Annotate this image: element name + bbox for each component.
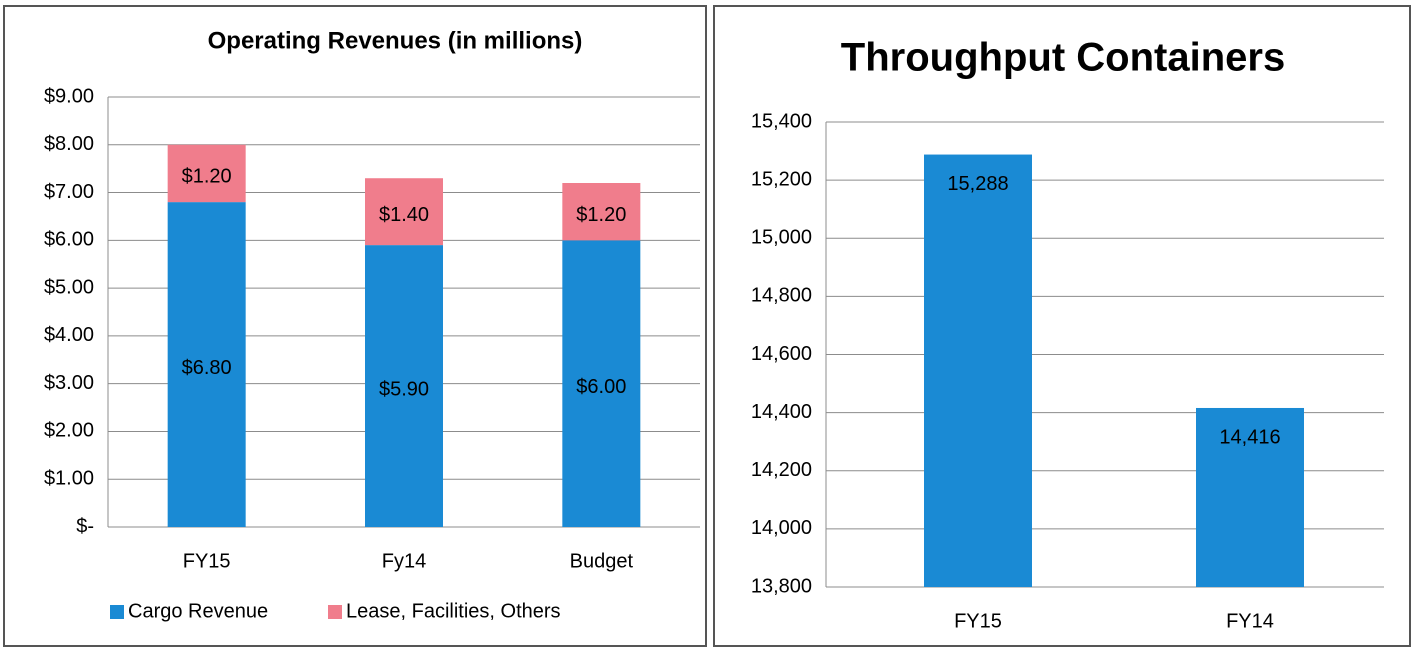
data-label: $5.90 (379, 378, 429, 400)
y-tick-label: $8.00 (44, 133, 94, 155)
data-label: 14,416 (1219, 426, 1280, 448)
y-tick-label: $4.00 (44, 324, 94, 346)
y-tick-label: $5.00 (44, 276, 94, 298)
bar-segment (365, 245, 443, 527)
y-tick-label: 15,400 (751, 110, 812, 132)
y-tick-label: $1.00 (44, 468, 94, 490)
data-label: $6.80 (182, 357, 232, 379)
y-tick-label: 14,800 (751, 285, 812, 307)
legend-label: Lease, Facilities, Others (346, 600, 561, 622)
data-label: $1.20 (182, 166, 232, 188)
data-label: $6.00 (576, 376, 626, 398)
bar-segment (167, 144, 246, 203)
y-tick-label: $- (76, 515, 94, 537)
bar-segment (562, 183, 641, 241)
legend-swatch (110, 605, 124, 619)
bar-segment (167, 202, 246, 527)
y-tick-label: 14,600 (751, 343, 812, 365)
y-tick-label: 13,800 (751, 575, 812, 597)
y-tick-label: 14,000 (751, 517, 812, 539)
x-tick-label: Fy14 (382, 550, 426, 572)
chart-title: Operating Revenues (in millions) (208, 27, 583, 54)
y-tick-label: $2.00 (44, 420, 94, 442)
x-tick-label: FY15 (183, 550, 231, 572)
panel-border (713, 5, 1411, 647)
data-label: $1.20 (576, 204, 626, 226)
chart-title: Throughput Containers (841, 36, 1285, 80)
data-label: 15,288 (947, 173, 1008, 195)
y-tick-label: 15,000 (751, 227, 812, 249)
y-tick-label: 15,200 (751, 168, 812, 190)
panel-border (3, 5, 707, 647)
y-tick-label: $6.00 (44, 229, 94, 251)
y-tick-label: $7.00 (44, 181, 94, 203)
legend-swatch (328, 605, 342, 619)
x-tick-label: Budget (570, 550, 634, 572)
bar-segment (562, 240, 641, 528)
bar (924, 154, 1032, 588)
x-tick-label: FY15 (954, 610, 1002, 632)
x-tick-label: FY14 (1226, 610, 1274, 632)
bar (1196, 407, 1304, 587)
data-label: $1.40 (379, 204, 429, 226)
y-tick-label: 14,200 (751, 459, 812, 481)
bar-segment (365, 178, 443, 246)
y-tick-label: $9.00 (44, 85, 94, 107)
y-tick-label: 14,400 (751, 401, 812, 423)
y-tick-label: $3.00 (44, 372, 94, 394)
legend-label: Cargo Revenue (128, 600, 268, 622)
